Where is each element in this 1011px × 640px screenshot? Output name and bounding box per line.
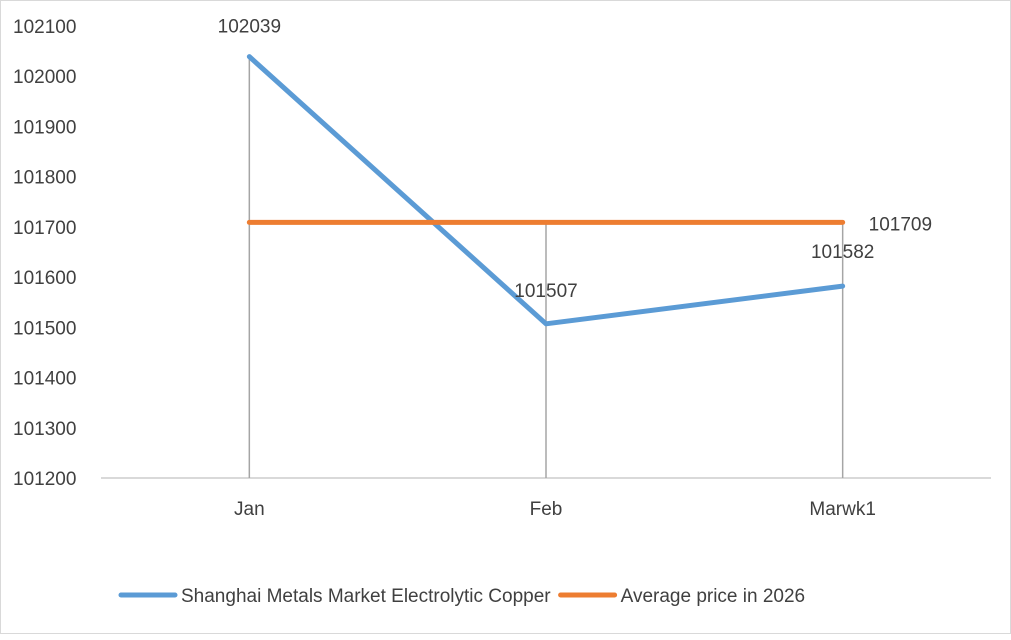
y-tick-label: 101500 xyxy=(13,318,76,339)
y-tick-label: 101600 xyxy=(13,268,76,289)
y-tick-label: 101900 xyxy=(13,117,76,138)
legend-label: Shanghai Metals Market Electrolytic Copp… xyxy=(181,586,551,607)
y-tick-label: 101400 xyxy=(13,369,76,390)
legend: Shanghai Metals Market Electrolytic Copp… xyxy=(118,586,806,607)
y-tick-label: 101700 xyxy=(13,218,76,239)
y-tick-label: 102000 xyxy=(13,67,76,88)
y-tick-label: 101300 xyxy=(13,419,76,440)
data-label: 101582 xyxy=(811,242,874,263)
x-tick-label: Marwk1 xyxy=(809,499,876,520)
x-tick-label: Feb xyxy=(530,499,563,520)
legend-label: Average price in 2026 xyxy=(621,586,806,607)
x-axis: Jan Feb Marwk1 xyxy=(234,499,876,520)
y-tick-label: 101800 xyxy=(13,168,76,189)
data-label: 102039 xyxy=(218,17,281,38)
x-tick-label: Jan xyxy=(234,499,265,520)
series-line-0 xyxy=(246,54,846,327)
y-axis: 101200 101300 101400 101500 101600 101700 1018… xyxy=(13,17,76,490)
y-tick-label: 101200 xyxy=(13,469,76,490)
data-label: 101507 xyxy=(514,281,577,302)
data-label: 101709 xyxy=(869,214,932,235)
y-tick-label: 102100 xyxy=(13,17,76,38)
